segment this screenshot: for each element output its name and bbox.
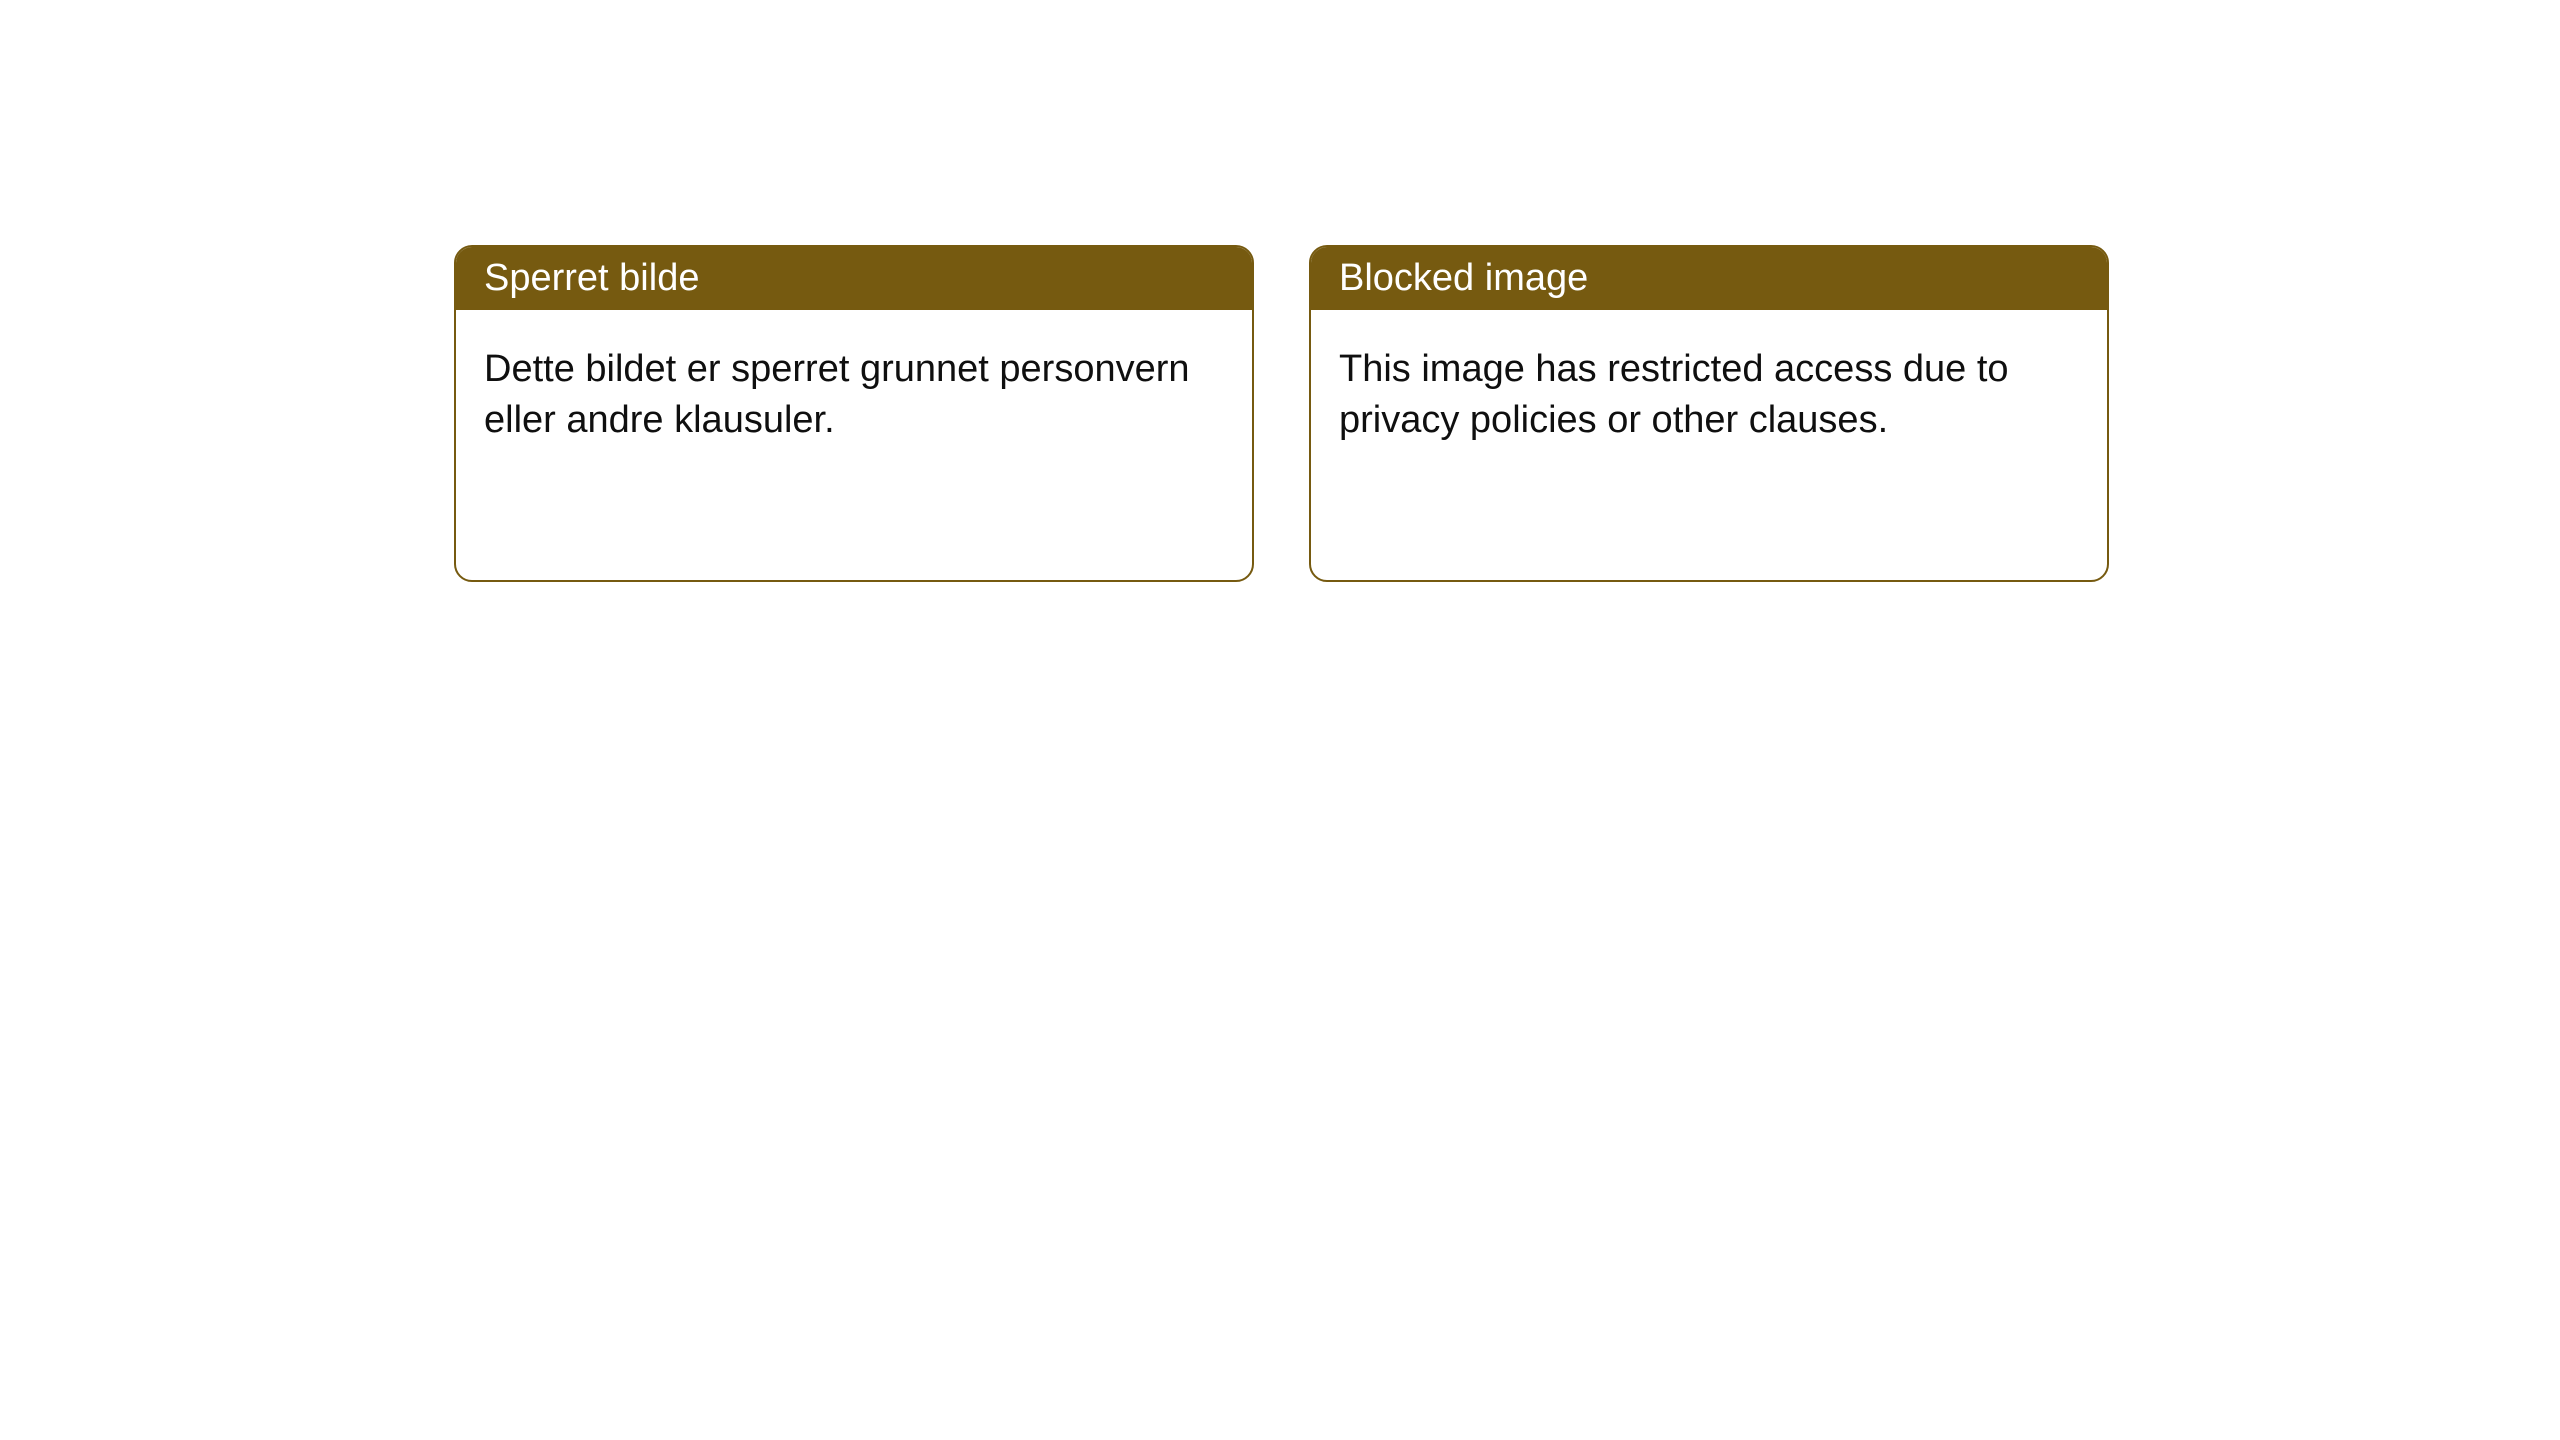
card-message-english: This image has restricted access due to … bbox=[1339, 348, 2009, 441]
notice-container: Sperret bilde Dette bildet er sperret gr… bbox=[454, 245, 2109, 582]
card-message-norwegian: Dette bildet er sperret grunnet personve… bbox=[484, 348, 1190, 441]
card-header-norwegian: Sperret bilde bbox=[456, 247, 1252, 310]
blocked-image-card-norwegian: Sperret bilde Dette bildet er sperret gr… bbox=[454, 245, 1254, 582]
card-title-english: Blocked image bbox=[1339, 257, 1588, 299]
card-body-norwegian: Dette bildet er sperret grunnet personve… bbox=[456, 310, 1252, 580]
card-body-english: This image has restricted access due to … bbox=[1311, 310, 2107, 580]
card-title-norwegian: Sperret bilde bbox=[484, 257, 699, 299]
blocked-image-card-english: Blocked image This image has restricted … bbox=[1309, 245, 2109, 582]
card-header-english: Blocked image bbox=[1311, 247, 2107, 310]
